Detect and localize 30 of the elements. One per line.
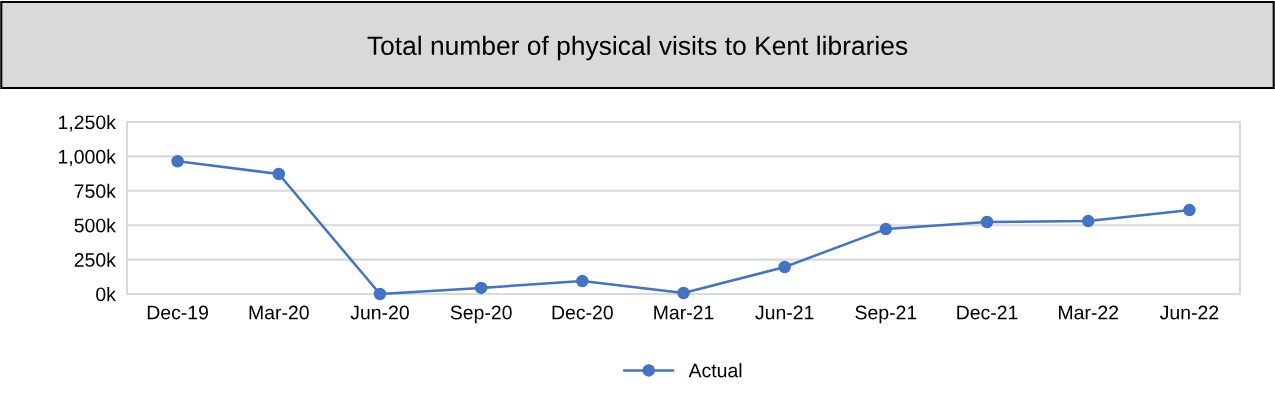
point: [1183, 203, 1196, 217]
point: [980, 215, 994, 229]
x-tick-label: Dec-21: [957, 305, 1018, 320]
legend-label: Actual: [688, 363, 742, 378]
y-tick-label: 1,250k: [59, 114, 116, 132]
point: [474, 281, 488, 295]
x-tick-label: Mar-21: [654, 305, 714, 320]
x-tick-label: Dec-19: [147, 305, 209, 320]
point: [1081, 214, 1095, 228]
x-tick-label: Jun-22: [1159, 305, 1219, 320]
x-tick-label: Sep-21: [855, 305, 917, 324]
point: [778, 260, 791, 274]
x-tick-label: Mar-20: [249, 305, 309, 320]
point: [171, 154, 184, 168]
point: [373, 287, 387, 301]
x-tick-label: Sep-20: [450, 305, 512, 324]
x-tick-label: Jun-21: [755, 305, 814, 320]
point: [677, 286, 690, 300]
y-tick-label: 500k: [74, 218, 116, 233]
y-tick-label: 0k: [96, 286, 116, 302]
y-tick-label: 750k: [74, 183, 116, 199]
y-tick-label: 1,000k: [59, 149, 116, 166]
point: [576, 274, 589, 288]
x-tick-label: Dec-20: [552, 305, 613, 320]
x-tick-label: Mar-22: [1059, 305, 1119, 320]
point: [272, 167, 286, 181]
point: [879, 222, 893, 236]
x-tick-label: Jun-20: [350, 305, 409, 320]
chart-title: Total number of physical visits to Kent libraries: [367, 35, 908, 61]
y-tick-label: 250k: [74, 252, 116, 267]
